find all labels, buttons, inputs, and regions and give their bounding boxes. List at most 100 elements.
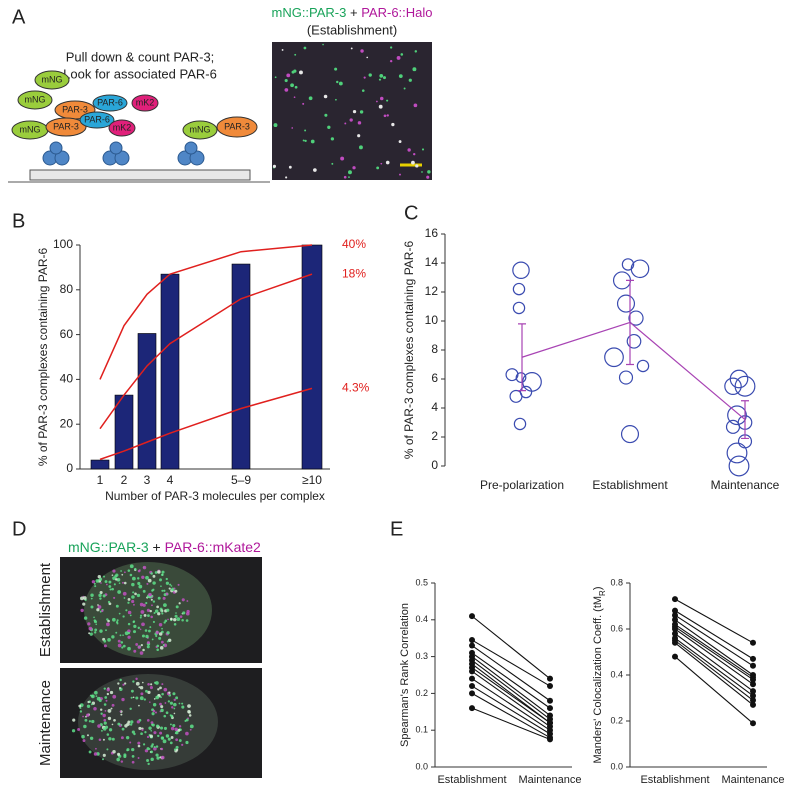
speckle [129, 723, 133, 726]
point [672, 653, 678, 660]
bar [160, 273, 180, 470]
pair-line [674, 614, 754, 667]
speckle [285, 176, 288, 179]
y-tick-label: 0.8 [610, 577, 623, 587]
speckle [160, 708, 164, 713]
speckle [153, 612, 156, 615]
point [621, 258, 635, 271]
speckle [174, 614, 178, 618]
speckle [408, 78, 412, 82]
speckle [382, 76, 386, 80]
speckle [174, 727, 178, 732]
speckle [175, 738, 179, 742]
speckle [407, 148, 411, 152]
point [628, 310, 644, 326]
speckle [90, 605, 94, 609]
speckle [141, 575, 145, 579]
cartoon-label: mK2 [113, 122, 132, 132]
speckle [294, 53, 297, 56]
speckle [185, 740, 189, 745]
speckle [157, 688, 160, 691]
speckle [113, 718, 116, 722]
speckle [336, 80, 339, 84]
y-tick-label: 0.5 [415, 577, 428, 587]
speckle [100, 582, 102, 584]
speckle [291, 127, 294, 129]
speckle [378, 78, 382, 81]
speckle [162, 739, 167, 744]
speckle [160, 747, 164, 751]
speckle [139, 614, 143, 617]
point [469, 675, 475, 682]
point [672, 607, 678, 614]
speckle [147, 762, 150, 766]
speckle [361, 89, 365, 92]
speckle [412, 67, 417, 72]
cartoon-title: Look for associated PAR-6 [63, 66, 217, 81]
speckle [153, 698, 156, 700]
speckle [299, 70, 303, 75]
speckle [156, 756, 160, 760]
point [672, 639, 678, 646]
speckle [139, 616, 142, 619]
y-tick-label: 16 [425, 226, 439, 240]
speckle [352, 166, 356, 170]
point [724, 377, 742, 396]
y-tick-label: 20 [60, 416, 74, 430]
speckle [179, 615, 183, 619]
speckle [175, 745, 179, 749]
point [620, 425, 640, 444]
speckle [97, 605, 102, 609]
speckle [173, 623, 177, 626]
pair-line [674, 633, 754, 692]
speckle [178, 739, 182, 742]
speckle [124, 682, 127, 685]
speckle [181, 598, 185, 602]
antibodies [42, 141, 205, 166]
speckle [97, 724, 101, 728]
speckle [159, 578, 163, 582]
speckle [112, 750, 116, 754]
pair-line [674, 637, 754, 697]
curve-label: 40% [342, 237, 366, 251]
panel-label: E [390, 518, 403, 540]
speckle [139, 696, 144, 701]
speckle [149, 609, 152, 613]
point [604, 347, 624, 368]
speckle [107, 716, 112, 721]
speckle [150, 757, 154, 762]
speckle [160, 585, 162, 588]
y-label-text: Spearman's Rank Correlation [399, 603, 411, 747]
x-tick-label: 3 [144, 473, 151, 487]
speckle [142, 589, 146, 593]
speckle [173, 587, 176, 590]
speckle [122, 591, 127, 596]
speckle [170, 726, 175, 731]
pair-line [471, 645, 551, 702]
speckle [99, 597, 102, 600]
speckle [348, 170, 352, 175]
speckle [103, 721, 107, 725]
speckle [159, 731, 163, 735]
speckle [145, 601, 148, 605]
speckle [91, 580, 96, 584]
panel-label: A [12, 6, 26, 28]
pair-line [471, 615, 551, 680]
speckle [154, 571, 158, 574]
speckle [149, 701, 151, 703]
speckle [103, 687, 106, 690]
speckle [136, 593, 141, 598]
speckle [158, 622, 163, 627]
speckle [101, 758, 105, 761]
speckle [146, 582, 149, 585]
cartoon-label: mK2 [136, 97, 155, 107]
speckle [81, 734, 85, 739]
speckle [145, 575, 149, 580]
speckle [427, 170, 431, 174]
speckle [389, 59, 393, 63]
curve-label: 4.3% [342, 381, 370, 395]
speckle [137, 645, 141, 649]
speckle [386, 114, 389, 117]
speckle [160, 755, 165, 760]
point [750, 662, 756, 669]
